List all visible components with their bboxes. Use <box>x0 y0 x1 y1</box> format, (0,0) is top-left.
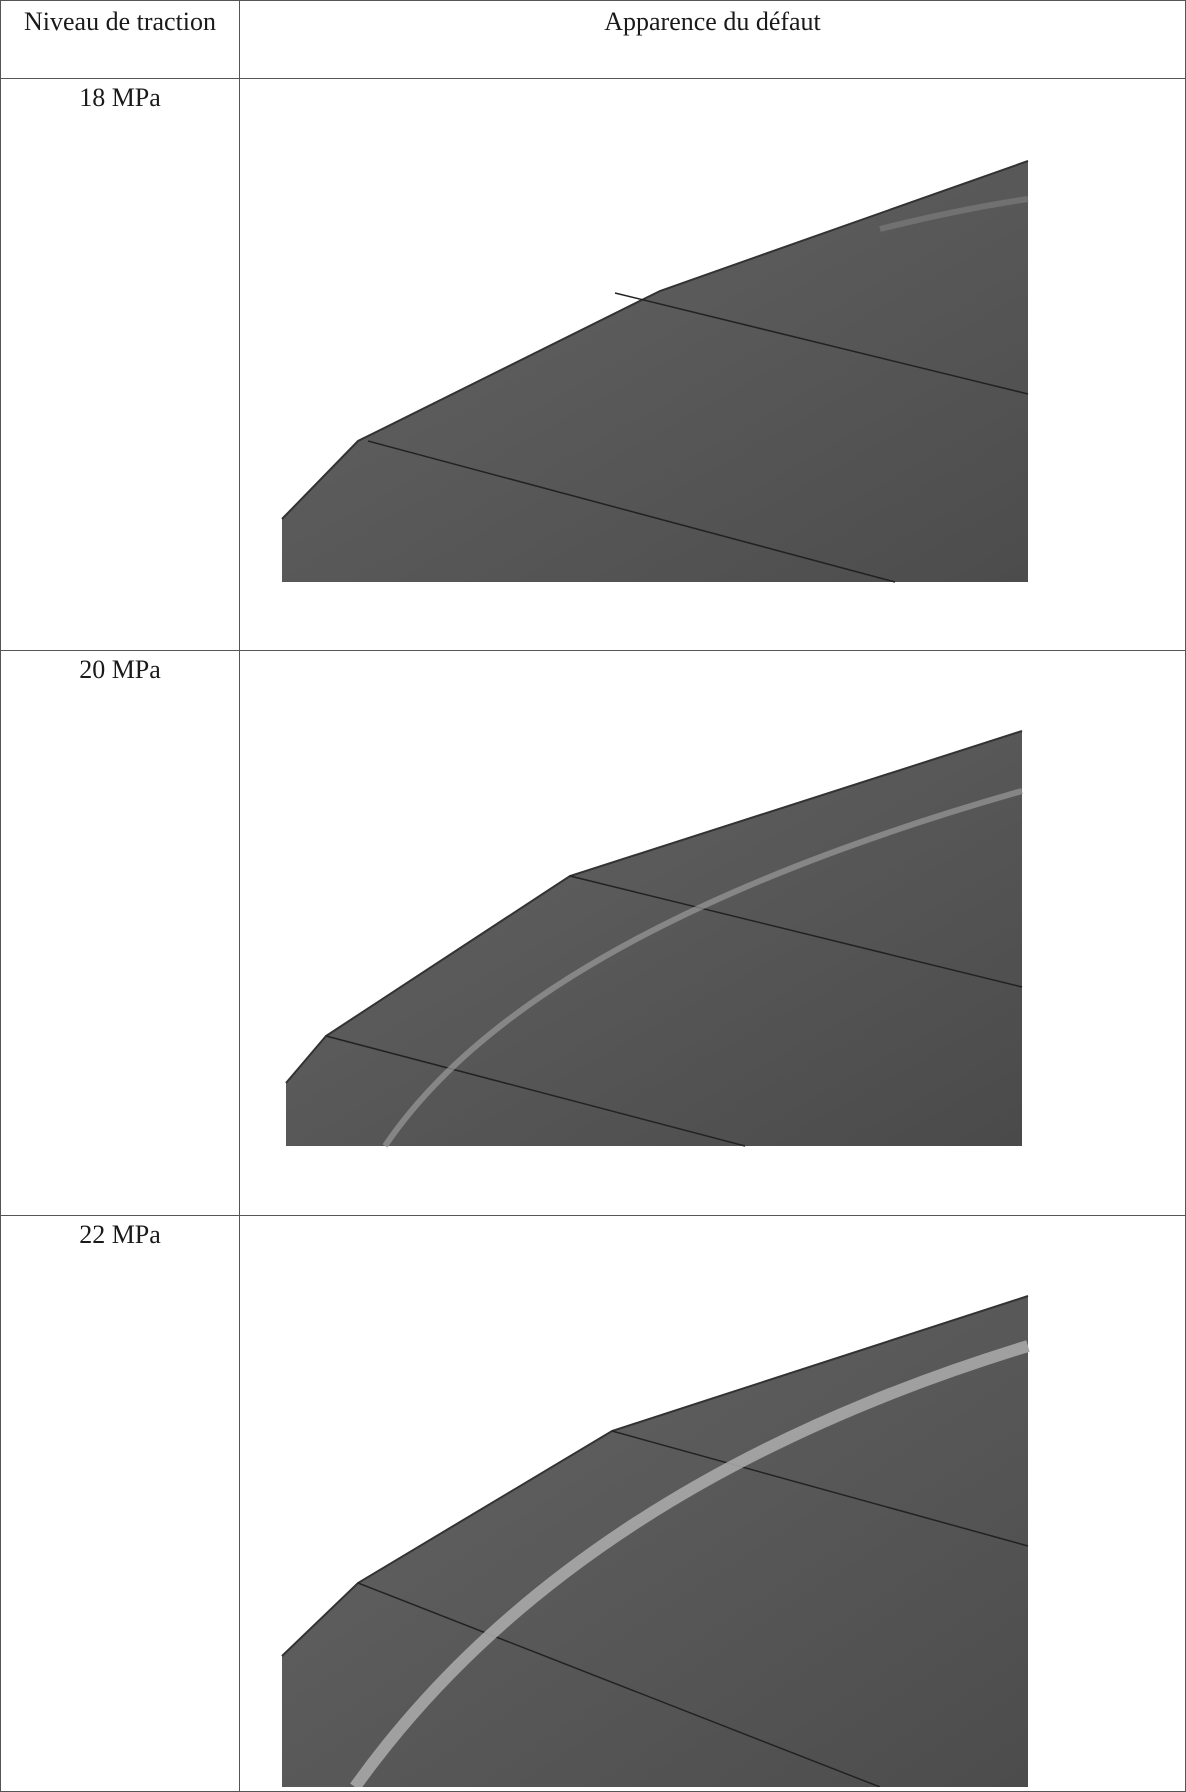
defect-render-20mpa <box>285 730 1023 1148</box>
mesh-edge-line <box>614 292 1029 395</box>
table-row: 22 MPa <box>0 1215 1186 1792</box>
crack-trace <box>879 196 1029 232</box>
defect-image-cell <box>239 78 1186 651</box>
mesh-surface <box>286 731 1022 1146</box>
tension-level-value: 20 MPa <box>79 655 161 684</box>
mesh-outline <box>285 730 1023 1084</box>
tension-level-cell: 20 MPa <box>0 650 240 1216</box>
defect-render-18mpa <box>281 160 1029 583</box>
header-defect-appearance: Apparence du défaut <box>239 0 1186 79</box>
mesh-edge-line <box>569 875 1023 988</box>
mesh-edge-line <box>611 1430 1029 1547</box>
mesh-outline <box>281 160 1029 520</box>
tension-level-value: 18 MPa <box>79 83 161 112</box>
mesh-surface <box>282 1296 1028 1787</box>
defect-image-cell <box>239 650 1186 1216</box>
crack-trace <box>382 788 1023 1148</box>
defect-image-cell <box>239 1215 1186 1792</box>
mesh-surface <box>282 161 1028 582</box>
table-row: 18 MPa <box>0 78 1186 651</box>
tension-level-value: 22 MPa <box>79 1220 161 1249</box>
header-tension-level-label: Niveau de traction <box>23 7 217 36</box>
crack-trace <box>350 1340 1030 1787</box>
mesh-edge-line <box>325 1035 746 1147</box>
mesh-edge-line <box>367 440 896 583</box>
header-tension-level: Niveau de traction <box>0 0 240 79</box>
mesh-edge-line <box>357 1582 881 1787</box>
table-header-row: Niveau de traction Apparence du défaut <box>0 0 1186 79</box>
tension-level-cell: 22 MPa <box>0 1215 240 1792</box>
defect-render-22mpa <box>281 1295 1030 1787</box>
tension-level-cell: 18 MPa <box>0 78 240 651</box>
table-row: 20 MPa <box>0 650 1186 1216</box>
mesh-outline <box>281 1295 1029 1657</box>
header-defect-appearance-label: Apparence du défaut <box>604 7 821 36</box>
